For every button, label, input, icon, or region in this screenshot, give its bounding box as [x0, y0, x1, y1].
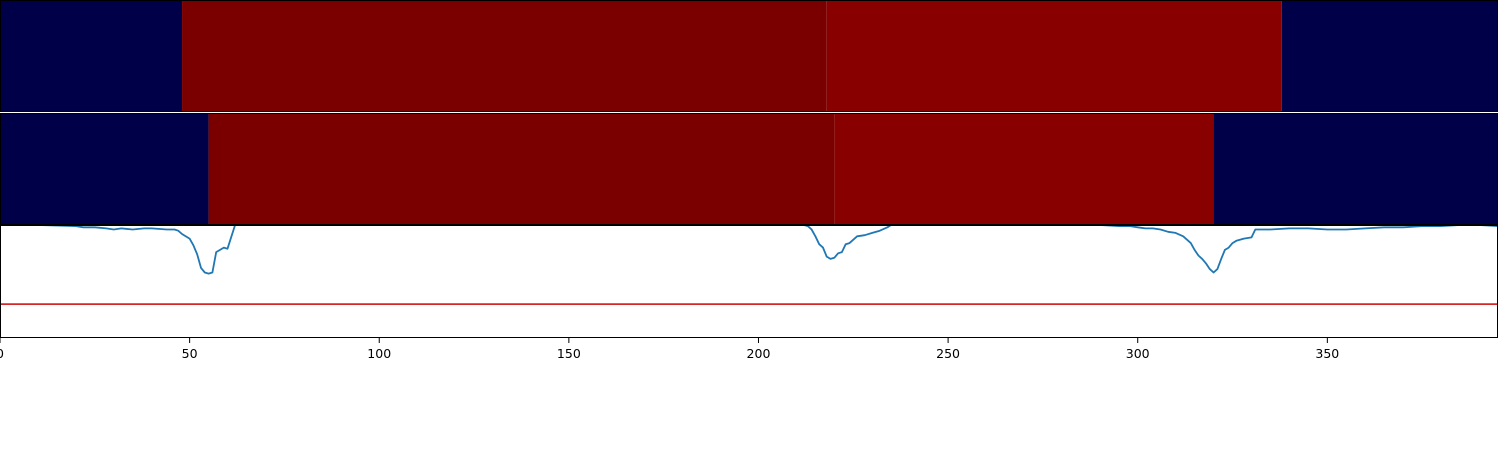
plot-frames — [0, 0, 1498, 338]
panel-frame-2 — [0, 225, 1498, 338]
panel-frame-1 — [0, 113, 1498, 225]
line-plot — [0, 225, 1498, 306]
x-tick-label-250: 250 — [936, 346, 960, 361]
heatmap-cell-r0-s2 — [826, 0, 1282, 112]
heatmap-cell-r0-s3 — [1281, 0, 1498, 112]
heatmap-cell-r1-s2 — [834, 113, 1214, 225]
x-tick-label-350: 350 — [1315, 346, 1339, 361]
x-axis: 0 50 100 150 200 250 300 350 — [0, 338, 1339, 361]
heatmap-layer — [0, 0, 1498, 225]
heatmap-cell-r0-s0 — [0, 0, 183, 112]
x-tick-label-200: 200 — [747, 346, 771, 361]
panel-frame-0 — [0, 0, 1498, 112]
series-line — [0, 225, 1498, 275]
heatmap-cell-r1-s0 — [0, 113, 209, 225]
x-tick-label-0: 0 — [0, 346, 4, 361]
x-tick-label-50: 50 — [182, 346, 198, 361]
heatmap-cell-r0-s1 — [182, 0, 827, 112]
x-tick-label-300: 300 — [1126, 346, 1150, 361]
heatmap-cell-r1-s3 — [1213, 113, 1498, 225]
x-tick-label-150: 150 — [557, 346, 581, 361]
x-tick-label-100: 100 — [367, 346, 391, 361]
heatmap-cell-r1-s1 — [208, 113, 835, 225]
